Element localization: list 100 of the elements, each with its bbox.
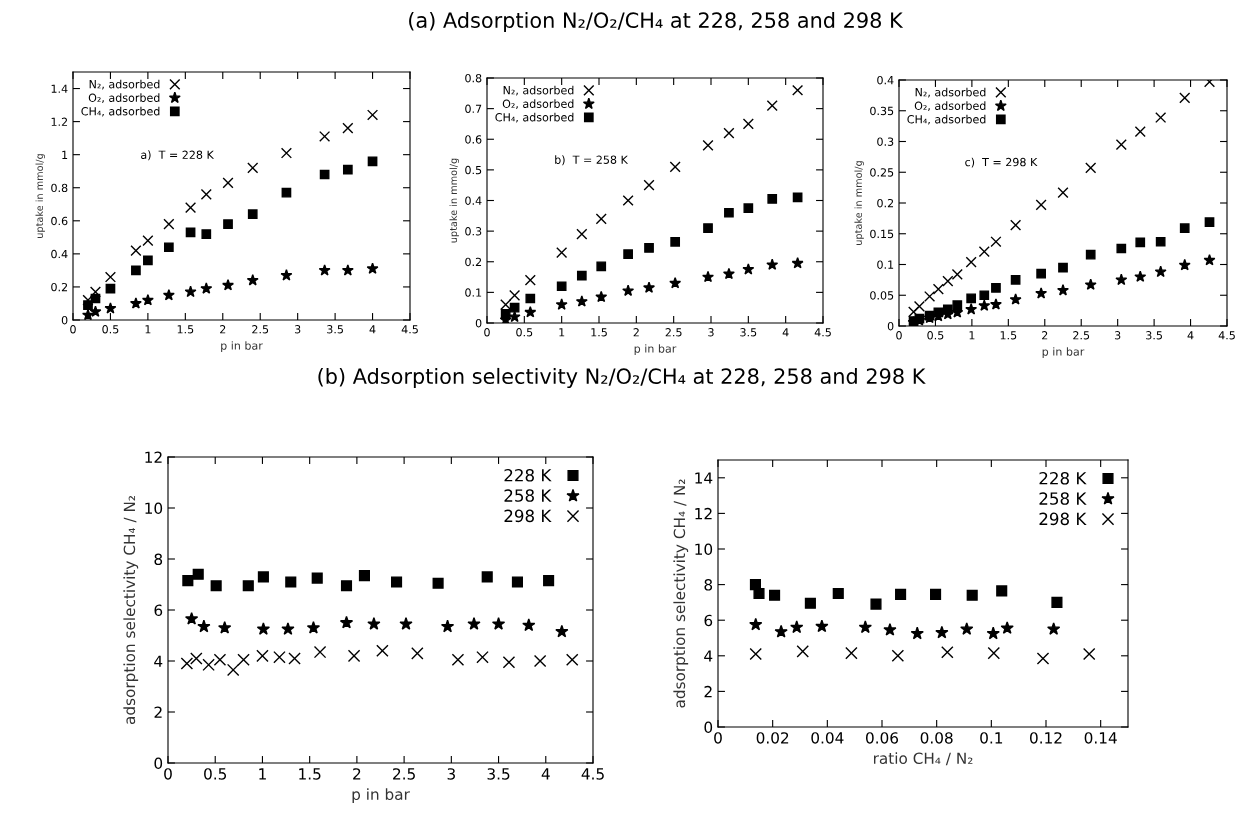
y-tick-label: 0.8 bbox=[51, 183, 68, 193]
x-tick-label: 4.5 bbox=[1218, 331, 1235, 340]
x-tick-label: 3.5 bbox=[327, 325, 343, 334]
x-tick-label: 0 bbox=[714, 732, 722, 744]
y-tick-label: 14 bbox=[695, 472, 713, 484]
y-tick-label: 0.2 bbox=[51, 282, 68, 292]
x-axis-title: ratio CH₄ / N₂ bbox=[874, 752, 973, 766]
x-tick-label: 2 bbox=[353, 768, 361, 780]
x-tick-label: 2 bbox=[220, 325, 226, 334]
legend-label: CH₄, adsorbed bbox=[81, 106, 160, 117]
y-tick-label: 0 bbox=[61, 315, 68, 325]
x-tick-label: 0 bbox=[896, 331, 902, 340]
y-tick-label: 0.3 bbox=[465, 227, 482, 236]
x-tick-label: 2.5 bbox=[665, 328, 682, 337]
x-axis-title: p in bar bbox=[352, 788, 410, 803]
y-tick-label: 4 bbox=[154, 655, 163, 667]
x-tick-label: 3 bbox=[708, 328, 714, 337]
x-tick-label: 0 bbox=[70, 325, 76, 334]
x-tick-label: 1.5 bbox=[299, 768, 321, 780]
x-tick-label: 0.1 bbox=[980, 732, 1003, 744]
legend-label: CH₄, adsorbed bbox=[907, 114, 986, 125]
y-tick-label: 10 bbox=[145, 502, 163, 515]
y-tick-label: 0.05 bbox=[870, 291, 894, 300]
legend-label: N₂, adsorbed bbox=[89, 79, 160, 90]
legend-label: 298 K bbox=[1039, 512, 1087, 526]
y-tick-label: 0 bbox=[704, 721, 713, 734]
y-tick-label: 8 bbox=[704, 579, 713, 591]
y-tick-label: 12 bbox=[145, 451, 162, 463]
x-tick-label: 3.5 bbox=[740, 328, 757, 337]
x-tick-label: 0.06 bbox=[866, 732, 899, 744]
y-tick-label: 0.3 bbox=[877, 137, 894, 146]
x-tick-label: 4 bbox=[782, 328, 789, 337]
y-tick-label: 0.6 bbox=[51, 216, 68, 226]
x-tick-label: 4.5 bbox=[814, 328, 831, 337]
legend-label: 258 K bbox=[504, 489, 552, 502]
x-tick-label: 1.5 bbox=[177, 325, 194, 334]
legend-label: CH₄, adsorbed bbox=[495, 112, 574, 123]
chart-title: (b) Adsorption selectivity N₂/O₂/CH₄ at 228, 258 and 298 K bbox=[318, 367, 926, 389]
x-tick-label: 0.12 bbox=[1030, 732, 1062, 744]
y-tick-label: 0.4 bbox=[877, 75, 894, 85]
x-tick-label: 4.5 bbox=[401, 325, 418, 334]
legend-label: N₂, adsorbed bbox=[915, 87, 986, 98]
x-tick-label: 0 bbox=[164, 768, 172, 780]
y-tick-label: 8 bbox=[154, 553, 163, 566]
x-tick-label: 3.5 bbox=[487, 768, 510, 780]
y-tick-label: 1 bbox=[62, 150, 68, 159]
y-tick-label: 0.2 bbox=[465, 257, 482, 267]
x-tick-label: 2.5 bbox=[252, 325, 269, 334]
x-tick-label: 3 bbox=[447, 768, 455, 780]
annotation: b) T = 258 K bbox=[555, 155, 629, 166]
x-tick-label: 1 bbox=[969, 331, 975, 340]
x-tick-label: 2.5 bbox=[1073, 331, 1090, 340]
y-tick-label: 6 bbox=[704, 614, 713, 627]
legend-label: 228 K bbox=[504, 468, 552, 482]
y-tick-label: 0.1 bbox=[877, 260, 894, 269]
y-axis-title: adsorption selectivity CH₄ / N₂ bbox=[123, 495, 139, 725]
y-axis-title: uptake in mmol/g bbox=[449, 158, 459, 243]
x-tick-label: 0.08 bbox=[920, 732, 953, 744]
y-tick-label: 10 bbox=[695, 543, 713, 556]
y-tick-label: 0.25 bbox=[870, 168, 894, 177]
annotation: c) T = 298 K bbox=[965, 157, 1038, 168]
x-tick-label: 1 bbox=[259, 768, 266, 780]
x-tick-label: 1.5 bbox=[591, 328, 607, 337]
x-tick-label: 1.5 bbox=[1000, 331, 1017, 340]
x-tick-label: 0.5 bbox=[204, 768, 227, 780]
y-tick-label: 0.35 bbox=[870, 106, 894, 116]
chart-title: (a) Adsorption N₂/O₂/CH₄ at 228, 258 and 298 K bbox=[409, 11, 904, 33]
y-tick-label: 0.1 bbox=[465, 288, 482, 297]
x-axis-title: p in bar bbox=[634, 344, 677, 355]
legend-label: O₂, adsorbed bbox=[502, 99, 574, 110]
x-axis-title: p in bar bbox=[1042, 347, 1085, 358]
x-tick-label: 3.5 bbox=[1146, 331, 1162, 340]
y-axis-title: uptake in mmol/g bbox=[35, 154, 45, 238]
x-axis-title: p in bar bbox=[221, 341, 263, 352]
legend-label: 258 K bbox=[1039, 492, 1087, 505]
legend-label: O₂, adsorbed bbox=[914, 101, 986, 112]
y-tick-label: 0.2 bbox=[877, 198, 894, 208]
x-tick-label: 0 bbox=[484, 328, 490, 337]
x-tick-label: 3 bbox=[1114, 331, 1121, 340]
x-tick-label: 4 bbox=[1187, 331, 1194, 340]
x-tick-label: 3 bbox=[294, 325, 301, 334]
x-tick-label: 0.5 bbox=[927, 331, 944, 340]
x-tick-label: 0.04 bbox=[811, 732, 844, 744]
x-tick-label: 0.14 bbox=[1084, 732, 1117, 744]
x-tick-label: 0.5 bbox=[516, 328, 533, 337]
x-tick-label: 4.5 bbox=[581, 768, 604, 780]
legend-label: O₂, adsorbed bbox=[88, 93, 160, 104]
x-tick-label: 2 bbox=[633, 328, 639, 337]
legend-label: 228 K bbox=[1039, 471, 1087, 485]
y-tick-label: 4 bbox=[704, 650, 713, 662]
y-tick-label: 12 bbox=[695, 507, 712, 520]
x-tick-label: 0.02 bbox=[756, 732, 789, 744]
y-tick-label: 0.7 bbox=[465, 104, 482, 113]
y-tick-label: 2 bbox=[154, 706, 162, 718]
x-tick-label: 4 bbox=[541, 768, 550, 780]
legend-label: 298 K bbox=[504, 509, 552, 523]
y-tick-label: 0.15 bbox=[870, 229, 894, 239]
legend-label: N₂, adsorbed bbox=[503, 85, 574, 96]
y-axis-title: adsorption selectivity CH₄ / N₂ bbox=[673, 479, 689, 708]
y-tick-label: 0.8 bbox=[465, 73, 482, 83]
